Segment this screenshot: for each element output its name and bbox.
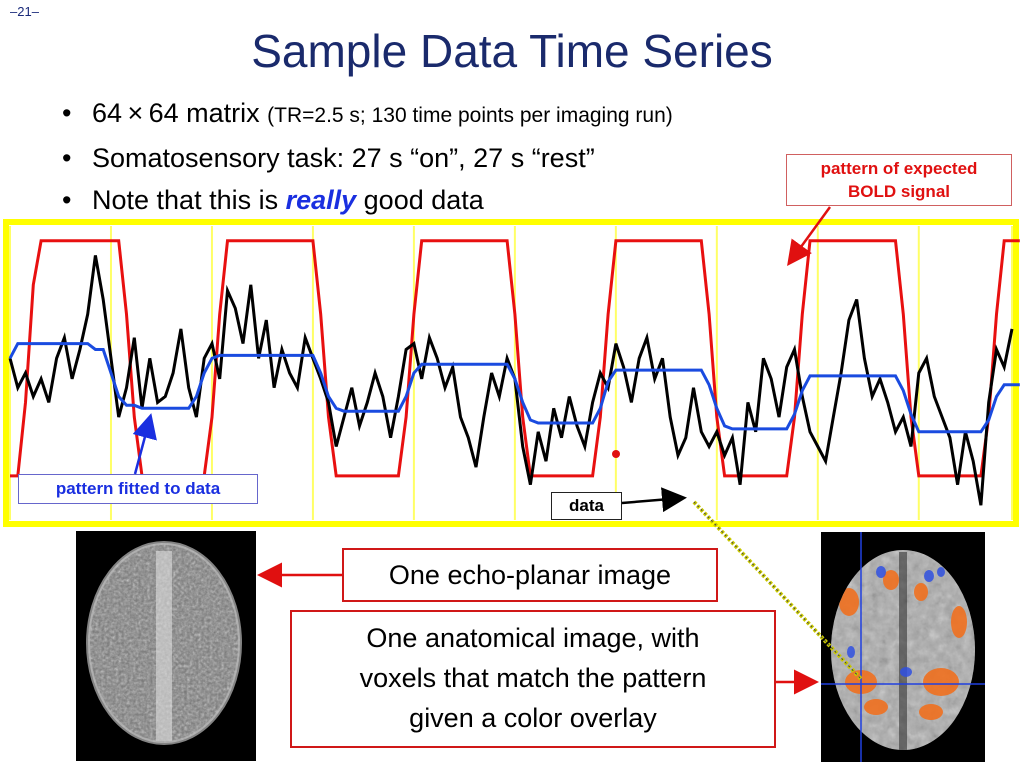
data-callout: data [551, 492, 622, 520]
anatomical-overlay-image [821, 532, 985, 762]
bullet-detail: (TR=2.5 s; 130 time points per imaging r… [267, 104, 673, 127]
bullet-text: 64 × 64 matrix [92, 98, 268, 128]
bullet-item: • 64 × 64 matrix (TR=2.5 s; 130 time poi… [62, 92, 673, 137]
bullet-item: • Note that this is really good data [62, 179, 673, 221]
bullet-text: Somatosensory task: 27 s “on”, 27 s “res… [92, 143, 595, 173]
callout-line: One anatomical image, with [366, 623, 700, 653]
bullet-dot: • [62, 185, 72, 215]
bullet-list: • 64 × 64 matrix (TR=2.5 s; 130 time poi… [62, 92, 673, 221]
bullet-text: Note that this is [92, 185, 286, 215]
slide-number: –21– [10, 4, 39, 19]
slide-title: Sample Data Time Series [251, 25, 773, 77]
bullet-text: good data [356, 185, 484, 215]
data-marker [612, 450, 620, 458]
callout-line: pattern of expected [820, 159, 978, 178]
anatomical-callout: One anatomical image, with voxels that m… [290, 610, 776, 748]
callout-line: voxels that match the pattern [359, 663, 707, 693]
bullet-item: • Somatosensory task: 27 s “on”, 27 s “r… [62, 137, 673, 179]
bullet-dot: • [62, 143, 72, 173]
echo-planar-image [76, 531, 256, 761]
bullet-emphasis: really [285, 185, 357, 215]
fitted-pattern-line [8, 342, 1020, 434]
callout-line: given a color overlay [409, 703, 657, 733]
callout-line: BOLD signal [847, 182, 950, 201]
bullet-dot: • [62, 98, 72, 128]
fitted-pattern-callout: pattern fitted to data [18, 474, 258, 504]
echo-planar-callout: One echo-planar image [342, 548, 718, 602]
expected-bold-callout: pattern of expected BOLD signal [786, 154, 1012, 206]
